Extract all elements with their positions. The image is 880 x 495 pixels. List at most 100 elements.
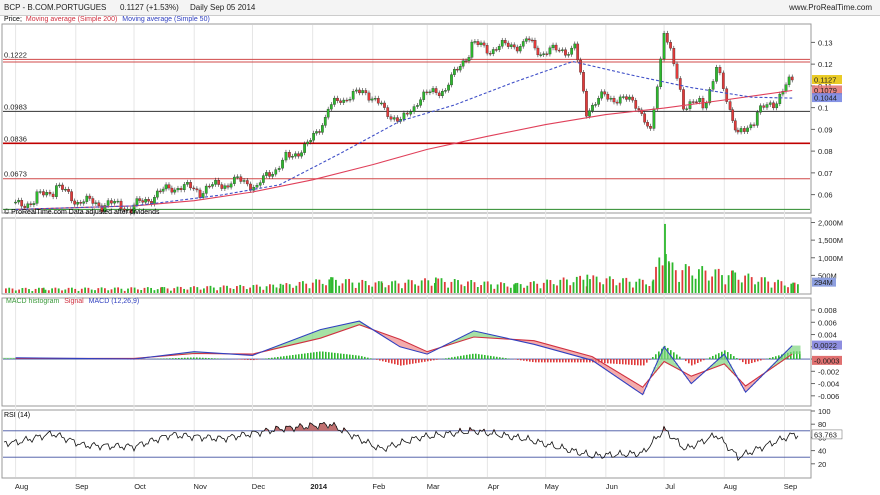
volume-bar [179,286,182,293]
macd-histogram-bar [313,352,315,360]
candle-body [422,91,426,100]
volume-bar [731,270,733,293]
macd-histogram-bar [502,357,504,360]
candle-body [329,104,333,110]
macd-histogram-bar [688,359,690,364]
candle-body [618,96,622,104]
macd-histogram-bar [757,359,759,362]
macd-histogram-bar [178,357,180,360]
volume-bar [252,285,255,293]
macd-histogram-bar [769,357,771,360]
macd-histogram-bar [505,358,507,360]
volume-bar [311,282,314,293]
volume-bar [150,287,152,293]
candle-body [453,68,456,75]
candle-body [640,109,644,114]
volume-bar [123,290,126,293]
macd-histogram-bar [685,359,687,362]
price-tick-label: 0.07 [818,169,833,178]
candle-body [482,42,486,46]
candle-body [739,128,743,133]
svg-text:MACD histogram Signal: MACD histogram Signal MACD (12,26,9) [6,298,139,305]
candle-body [659,58,663,87]
candle-body [625,96,628,100]
macd-histogram-bar [391,359,393,364]
volume-bar [727,275,730,293]
candle-body [64,188,67,191]
volume-bar [242,286,245,293]
volume-bar [684,264,687,293]
candle-body [173,189,177,193]
macd-histogram-bar [193,357,195,360]
rsi-legend: RSI (14) [4,412,30,419]
volume-bar [41,288,44,293]
macd-histogram-bar [517,359,519,360]
volume-bar [420,280,423,293]
candle-body [318,131,321,133]
macd-histogram-bar [346,354,348,360]
candle-body [412,106,416,112]
macd-histogram-bar [190,357,192,360]
candle-body [485,45,489,54]
candle-body [161,188,165,192]
macd-histogram-bar [727,352,729,360]
macd-histogram-bar [355,355,357,360]
volume-bar [315,279,317,293]
macd-histogram-bar [403,359,405,366]
candle-body [512,44,516,48]
candle-body [721,72,725,89]
candle-body [361,90,365,94]
candle-body [603,91,607,95]
candle-body [455,68,459,71]
candle-body [787,76,791,85]
brand-link[interactable]: www.ProRealTime.com [789,3,872,12]
volume-bar [302,281,304,293]
macd-histogram-bar [544,359,546,363]
candle-body [548,47,552,55]
chart-header: BCP - B.COM.PORTUGUES 0.1127 (+1.53%) Da… [0,0,880,16]
price-badge-label: 0.1044 [814,94,837,103]
volume-bar [780,281,783,293]
macd-histogram-bar [307,353,309,360]
price-badge [812,75,842,85]
candle-body [354,89,358,92]
volume-bar [161,287,164,293]
volume-bar [414,284,416,293]
macd-histogram-bar [679,356,681,360]
volume-bar [51,288,53,293]
volume-bar [476,287,479,293]
volume-bar [94,290,96,293]
macd-histogram-bar [181,357,183,360]
macd-histogram-bar [7,358,9,360]
candle-body [521,41,525,47]
candle-body [662,33,666,60]
x-tick-label: 2014 [310,482,328,491]
candle-body [428,91,432,94]
candle-body [464,60,468,62]
macd-histogram-bar [781,354,783,360]
candle-body [500,40,504,47]
volume-bar [797,284,799,293]
candle-body [470,41,474,58]
candle-body [271,174,275,177]
candle-body [323,117,327,126]
candle-body [333,97,336,105]
candle-body [479,42,483,45]
volume-bar [562,277,565,293]
candle-body [695,101,698,103]
volume-bar [655,266,657,293]
macd-histogram-bar [646,359,648,363]
volume-bar [170,290,172,293]
candle-body [198,189,202,198]
macd-histogram-bar [562,359,564,363]
macd-histogram-bar [484,355,486,360]
volume-bar [790,283,793,293]
macd-histogram-bar [508,358,510,360]
candle-body [652,108,656,129]
candle-body [594,104,597,106]
volume-bar [54,287,57,293]
volume-bar [401,288,403,293]
rsi-tick-label: 100 [818,407,831,416]
volume-badge [812,277,836,287]
candle-body [223,185,227,189]
